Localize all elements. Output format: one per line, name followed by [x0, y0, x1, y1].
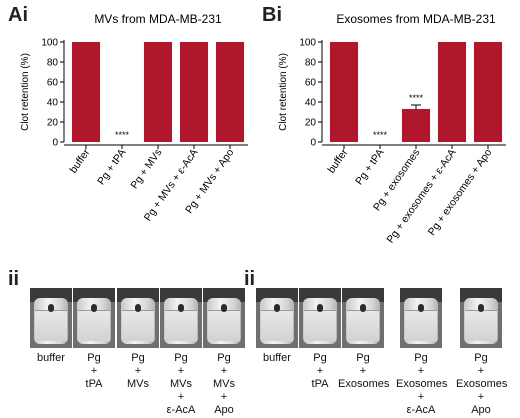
- mvs-vial-image-0: [30, 288, 72, 348]
- mvs-xtick-label-1: Pg + tPA: [95, 147, 128, 187]
- mvs-bar-3: [179, 42, 209, 142]
- exo-bar-3: [437, 42, 467, 142]
- mvs-vial-image-1: [73, 288, 115, 348]
- mvs-xtick-label-0: buffer: [67, 146, 92, 175]
- mvs-bar-2: [143, 42, 173, 142]
- mvs-xtick-label-2: Pg + MVs: [128, 147, 164, 191]
- exo-vial-label-3: Pg + Exosomes + ε-AcA: [396, 352, 448, 416]
- mvs-vial-image-4: [203, 288, 245, 348]
- chart-mvs: MVs from MDA-MB-231 Clot retention (%) 0 20…: [20, 12, 248, 224]
- mvs-title: MVs from MDA-MB-231: [94, 12, 222, 26]
- exo-significance-2: ****: [409, 93, 424, 103]
- exo-ytick-label-2: 40: [305, 98, 317, 109]
- chart-exosomes: Exosomes from MDA-MB-231 Clot retention (…: [278, 12, 506, 246]
- exo-ylabel: Clot retention (%): [278, 53, 289, 131]
- exo-ytick-label-5: 100: [299, 38, 316, 49]
- exo-xtick-label-3: Pg + exosomes + ε-AcA: [384, 147, 458, 246]
- exo-xtick-label-1: Pg + tPA: [353, 147, 386, 187]
- mvs-bar-4: [215, 42, 245, 142]
- exo-vial-label-1: Pg + tPA: [311, 352, 329, 390]
- exo-title: Exosomes from MDA-MB-231: [336, 12, 496, 26]
- exo-xtick-label-0: buffer: [325, 146, 350, 175]
- mvs-ytick-label-0: 0: [52, 138, 58, 149]
- mvs-significance-1: ****: [115, 130, 130, 140]
- exo-vial-label-2: Pg + Exosomes: [338, 352, 390, 390]
- exo-vial-label-0: buffer: [263, 352, 291, 364]
- mvs-vial-image-2: [117, 288, 159, 348]
- mvs-vial-label-3: Pg + MVs + ε-AcA: [166, 352, 196, 416]
- exo-bar-2: [401, 109, 431, 142]
- exo-vial-image-2: [342, 288, 384, 348]
- panel-aii-label: ii: [8, 268, 20, 290]
- mvs-vial-label-4: Pg + MVs + Apo: [213, 352, 235, 416]
- exo-vial-image-1: [299, 288, 341, 348]
- exo-vial-image-3: [400, 288, 442, 348]
- mvs-ylabel: Clot retention (%): [20, 53, 31, 131]
- mvs-ytick-label-4: 80: [47, 58, 59, 69]
- panel-a-label: Ai: [8, 4, 28, 26]
- exo-ytick-label-0: 0: [310, 138, 316, 149]
- mvs-vial-label-1: Pg + tPA: [85, 352, 103, 390]
- mvs-bar-0: [71, 42, 101, 142]
- exo-vial-label-4: Pg + Exosomes + Apo: [456, 352, 508, 416]
- exo-ytick-label-4: 80: [305, 58, 317, 69]
- exo-bar-0: [329, 42, 359, 142]
- exo-vial-image-4: [460, 288, 502, 348]
- mvs-ytick-label-3: 60: [47, 78, 59, 89]
- exo-ytick-label-1: 20: [305, 118, 317, 129]
- exo-ytick-label-3: 60: [305, 78, 317, 89]
- mvs-ytick-label-2: 40: [47, 98, 59, 109]
- mvs-vial-label-0: buffer: [37, 352, 65, 364]
- mvs-vial-label-2: Pg + MVs: [127, 352, 149, 390]
- exo-significance-1: ****: [373, 130, 388, 140]
- mvs-ytick-label-5: 100: [41, 38, 58, 49]
- exo-xtick-label-4: Pg + exosomes + Apo: [426, 147, 495, 238]
- mvs-vial-image-3: [160, 288, 202, 348]
- panel-bii-label: ii: [244, 268, 256, 290]
- panel-b-label: Bi: [262, 4, 282, 26]
- exo-vial-image-0: [256, 288, 298, 348]
- mvs-ytick-label-1: 20: [47, 118, 59, 129]
- exo-bar-4: [473, 42, 503, 142]
